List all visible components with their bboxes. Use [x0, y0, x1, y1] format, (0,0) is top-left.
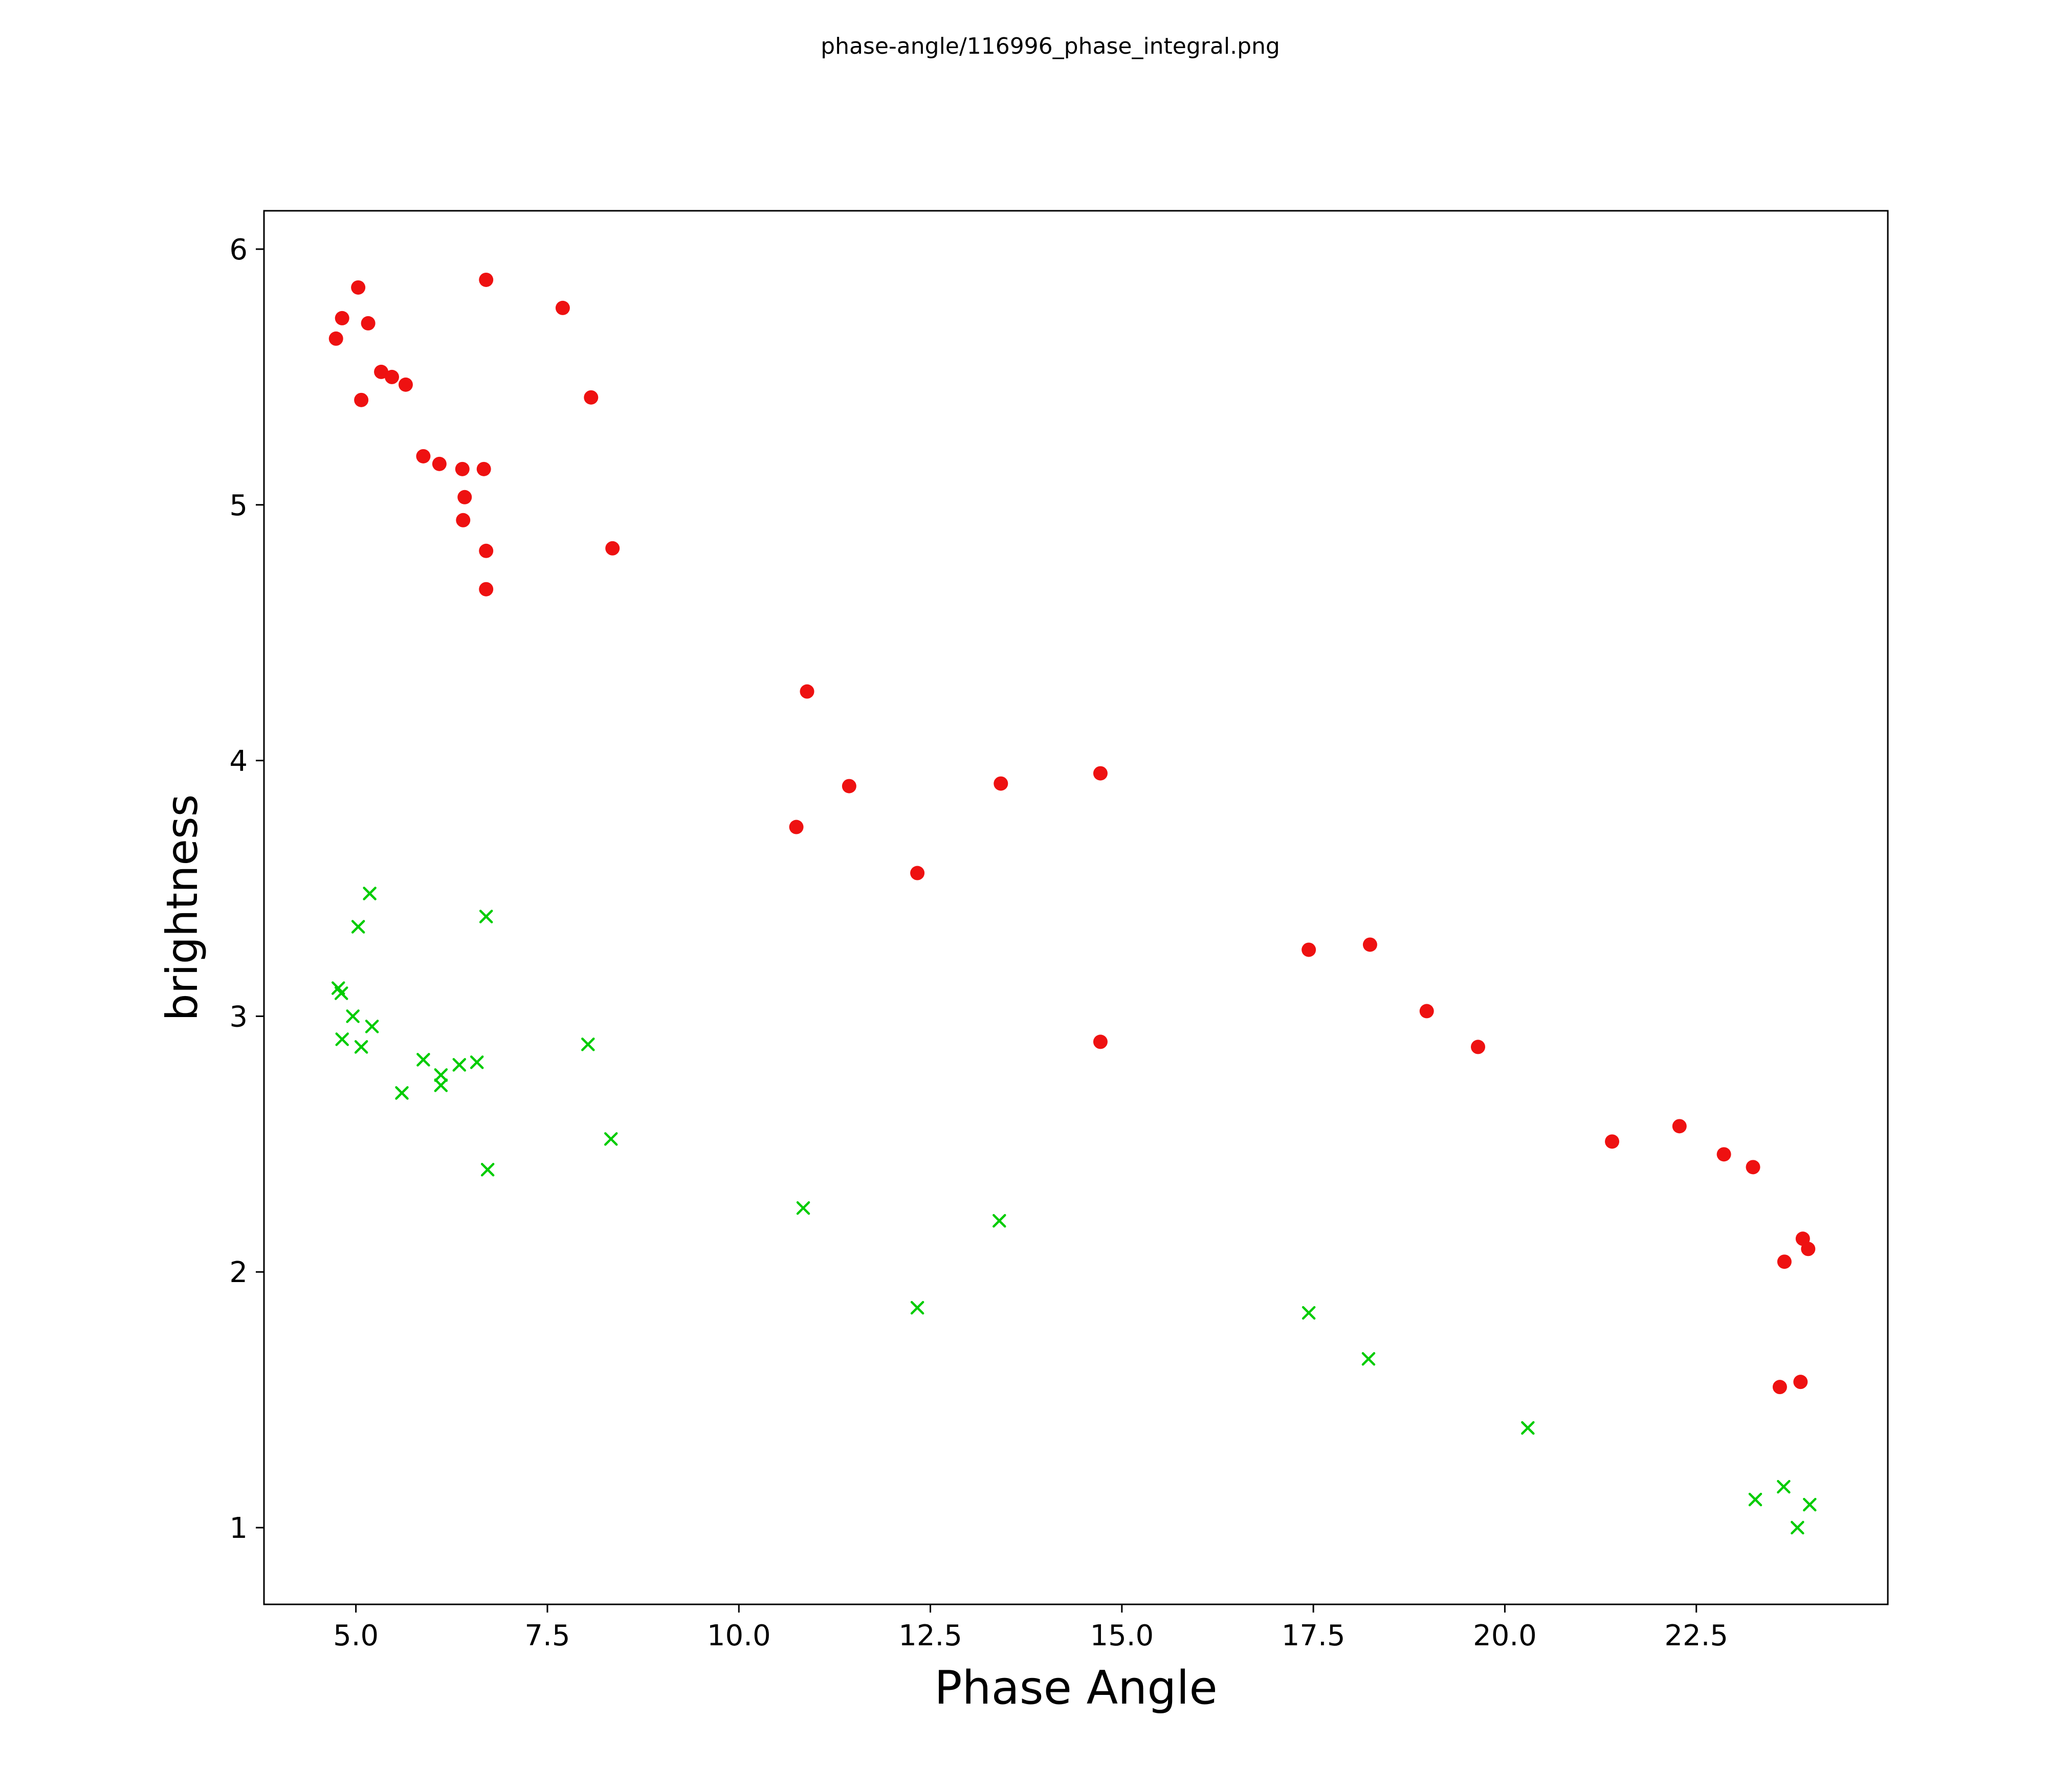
red-circles-point	[1793, 1375, 1808, 1389]
red-circles-point	[1419, 1004, 1434, 1019]
red-circles-point	[1716, 1147, 1731, 1162]
green-crosses-point	[796, 1201, 810, 1215]
green-crosses-point	[434, 1078, 448, 1092]
red-circles-point	[457, 490, 472, 504]
red-circles-point	[584, 390, 599, 405]
x-tick-label: 7.5	[524, 1619, 570, 1652]
green-crosses-point	[452, 1058, 467, 1072]
green-crosses-point	[1777, 1480, 1791, 1494]
red-circles-point	[842, 779, 856, 793]
green-crosses-point	[434, 1068, 448, 1082]
green-crosses-point	[993, 1214, 1006, 1228]
chart-title: phase-angle/116996_phase_integral.png	[821, 33, 1280, 59]
y-tick-label: 3	[229, 1000, 248, 1033]
red-circles-point	[432, 456, 447, 471]
y-tick-label: 5	[229, 489, 248, 522]
green-crosses-point	[351, 920, 365, 934]
y-axis-label: brightness	[157, 794, 207, 1021]
green-crosses-point	[354, 1040, 368, 1054]
red-circles-point	[1801, 1242, 1816, 1256]
green-crosses-point	[479, 910, 493, 923]
x-tick-label: 20.0	[1473, 1619, 1537, 1652]
green-crosses-point	[1748, 1492, 1762, 1507]
red-circles-point	[555, 300, 570, 315]
red-circles-point	[374, 364, 389, 379]
red-circles-point	[994, 776, 1008, 791]
red-circles-point	[789, 820, 804, 834]
red-circles-point	[385, 369, 400, 384]
x-axis-label: Phase Angle	[934, 1661, 1217, 1715]
red-circles-point	[398, 377, 413, 392]
y-tick-label: 6	[229, 233, 248, 267]
red-circles-point	[416, 449, 431, 464]
green-crosses-point	[604, 1132, 618, 1146]
x-tick-label: 17.5	[1282, 1619, 1346, 1652]
red-circles-point	[328, 331, 343, 346]
x-tick-label: 22.5	[1664, 1619, 1728, 1652]
red-circles-point	[1362, 937, 1377, 952]
red-circles-point	[455, 461, 470, 476]
red-circles-point	[354, 392, 369, 407]
green-crosses-point	[395, 1086, 409, 1100]
green-crosses-point	[480, 1163, 495, 1177]
red-circles-point	[1772, 1380, 1787, 1395]
x-tick-label: 15.0	[1090, 1619, 1154, 1652]
red-circles-point	[1672, 1119, 1687, 1134]
red-circles-point	[800, 684, 814, 699]
green-crosses-point	[363, 887, 377, 900]
red-circles-point	[1093, 766, 1108, 781]
green-crosses-point	[1302, 1306, 1316, 1320]
red-circles-point	[1093, 1034, 1108, 1049]
green-crosses-point	[910, 1300, 924, 1315]
axis-ticks: 5.0 7.5 10.0 12.5 15.0 17.5 20.0 22.5 1 2 3 4 5 6	[229, 233, 1728, 1652]
green-crosses-point	[416, 1053, 430, 1067]
x-tick-label: 12.5	[898, 1619, 962, 1652]
red-circles-point	[605, 541, 620, 556]
green-crosses-point	[346, 1009, 360, 1023]
y-tick-label: 4	[229, 745, 248, 778]
green-crosses-point	[1803, 1497, 1817, 1512]
red-circles-point	[479, 582, 494, 597]
red-circles-point	[1777, 1254, 1792, 1269]
red-circles-point	[479, 272, 494, 287]
red-circles-point	[335, 311, 349, 325]
red-circles-point	[361, 316, 376, 330]
green-crosses-point	[334, 986, 348, 1000]
plot-area	[263, 210, 1889, 1605]
data-points	[328, 272, 1817, 1535]
red-circles-point	[479, 543, 494, 558]
red-circles-point	[351, 280, 366, 295]
y-tick-label: 1	[229, 1512, 248, 1545]
red-circles-point	[1605, 1134, 1620, 1149]
green-crosses-point	[470, 1055, 484, 1069]
y-tick-label: 2	[229, 1256, 248, 1289]
red-circles-point	[1746, 1160, 1760, 1175]
green-crosses-point	[1361, 1352, 1376, 1366]
red-circles-point	[910, 866, 925, 880]
red-circles-point	[456, 513, 471, 527]
green-crosses-point	[335, 1032, 349, 1046]
green-crosses-point	[1521, 1421, 1535, 1435]
red-circles-point	[1302, 942, 1316, 957]
x-tick-label: 10.0	[707, 1619, 771, 1652]
x-tick-label: 5.0	[333, 1619, 379, 1652]
green-crosses-point	[1791, 1520, 1804, 1535]
red-circles-point	[476, 461, 491, 476]
green-crosses-point	[365, 1020, 379, 1033]
red-circles-point	[1471, 1040, 1486, 1054]
green-crosses-point	[581, 1038, 595, 1051]
